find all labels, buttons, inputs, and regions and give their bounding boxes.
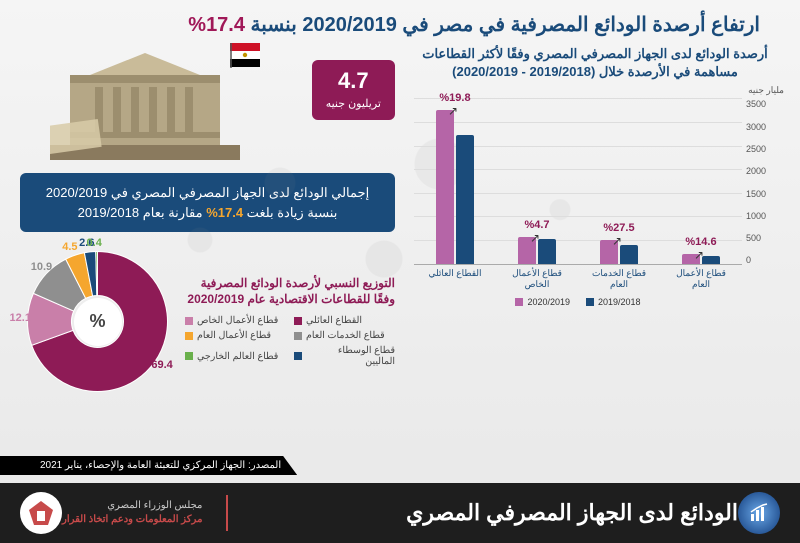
chart-icon xyxy=(738,492,780,534)
egypt-flag-icon xyxy=(230,43,260,68)
bar xyxy=(456,135,474,264)
bar-group: %19.8↗ xyxy=(436,110,474,265)
headline-pct: 17.4% xyxy=(188,14,245,36)
legend-item: قطاع الأعمال العام xyxy=(185,330,286,341)
legend-swatch xyxy=(185,352,193,360)
bar-group: %14.6↗ xyxy=(682,254,720,264)
footer-org: مجلس الوزراء المصري مركز المعلومات ودعم … xyxy=(62,499,202,527)
legend-item: القطاع العائلي xyxy=(294,315,395,326)
headline: ارتفاع أرصدة الودائع المصرفية في مصر في … xyxy=(0,0,800,45)
legend-swatch xyxy=(294,352,302,360)
bar xyxy=(620,245,638,264)
hero-block: 4.7 تريليون جنيه xyxy=(20,45,395,175)
pie-slice-label: 0.4 xyxy=(87,237,102,249)
bar xyxy=(436,110,454,265)
bar xyxy=(702,256,720,265)
up-arrow-icon: ↗ xyxy=(448,104,458,118)
legend-label: قطاع الأعمال الخاص xyxy=(197,315,278,326)
footer: مجلس الوزراء المصري مركز المعلومات ودعم … xyxy=(0,483,800,543)
x-axis-label: قطاع الأعمال العام xyxy=(671,268,731,290)
bar-legend-item: 2020/2019 xyxy=(515,297,570,307)
footer-line2: مركز المعلومات ودعم اتخاذ القرار xyxy=(62,513,202,527)
infographic-page: ارتفاع أرصدة الودائع المصرفية في مصر في … xyxy=(0,0,800,543)
building-illustration xyxy=(50,45,240,160)
up-arrow-icon: ↗ xyxy=(612,234,622,248)
x-axis-label: قطاع الخدمات العام xyxy=(589,268,649,290)
footer-line1: مجلس الوزراء المصري xyxy=(62,499,202,513)
legend-swatch xyxy=(294,332,302,340)
legend-label: قطاع الخدمات العام xyxy=(306,330,385,341)
legend-swatch xyxy=(185,332,193,340)
legend-label: قطاع الأعمال العام xyxy=(197,330,271,341)
up-arrow-icon: ↗ xyxy=(694,248,704,262)
bar-group: %27.5↗ xyxy=(600,240,638,264)
legend-label: قطاع العالم الخارجي xyxy=(197,351,278,362)
pie-section: % 69.412.110.94.52.60.4 التوزيع النسبي ل… xyxy=(20,244,395,399)
bar-pct-label: %4.7 xyxy=(524,219,549,231)
legend-label: قطاع الوسطاء الماليين xyxy=(306,345,395,367)
bar-group: %4.7↗ xyxy=(518,237,556,264)
pie-slice-label: 69.4 xyxy=(151,359,172,371)
footer-title: الودائع لدى الجهاز المصرفي المصري xyxy=(242,500,738,526)
legend-item: قطاع الخدمات العام xyxy=(294,330,395,341)
legend-item: قطاع الوسطاء الماليين xyxy=(294,345,395,367)
pie-center: % xyxy=(74,298,122,346)
y-tick: 3000 xyxy=(746,122,780,132)
bar-legend-item: 2019/2018 xyxy=(586,297,641,307)
org-logo xyxy=(20,492,62,534)
pie-chart: % 69.412.110.94.52.60.4 xyxy=(20,244,175,399)
bar-pct-label: %27.5 xyxy=(603,222,634,234)
bar-pct-label: %19.8 xyxy=(439,92,470,104)
pie-slice-label: 10.9 xyxy=(31,261,52,273)
y-tick: 2000 xyxy=(746,166,780,176)
badge-unit: تريليون جنيه xyxy=(326,98,381,110)
legend-item: قطاع العالم الخارجي xyxy=(185,345,286,367)
y-tick: 0 xyxy=(746,255,780,265)
pie-slice-label: 12.1 xyxy=(10,312,31,324)
legend-swatch xyxy=(294,317,302,325)
bar-pct-label: %14.6 xyxy=(685,236,716,248)
bar-chart: مليار جنيه 0500100015002000250030003500 … xyxy=(410,87,780,307)
y-tick: 3500 xyxy=(746,99,780,109)
headline-text: ارتفاع أرصدة الودائع المصرفية في مصر في … xyxy=(245,14,760,36)
y-tick: 500 xyxy=(746,233,780,243)
badge-number: 4.7 xyxy=(326,68,381,94)
subheadline: إجمالي الودائع لدى الجهاز المصرفي المصري… xyxy=(20,173,395,232)
right-column: 4.7 تريليون جنيه xyxy=(20,45,395,399)
source-citation: المصدر: الجهاز المركزي للتعبئة العامة وا… xyxy=(0,456,297,475)
y-tick: 2500 xyxy=(746,144,780,154)
subheadline-highlight: 17.4% xyxy=(206,205,243,220)
content: 4.7 تريليون جنيه xyxy=(0,45,800,399)
legend-label: القطاع العائلي xyxy=(306,315,362,326)
up-arrow-icon: ↗ xyxy=(530,231,540,245)
pie-title: التوزيع النسبي لأرصدة الودائع المصرفية و… xyxy=(185,276,395,307)
y-tick: 1500 xyxy=(746,189,780,199)
left-column: أرصدة الودائع لدى الجهاز المصرفي المصري … xyxy=(410,45,780,399)
legend-swatch xyxy=(586,298,594,306)
legend-swatch xyxy=(185,317,193,325)
legend-label: 2019/2018 xyxy=(598,297,641,307)
footer-divider xyxy=(226,495,228,531)
pie-slice-label: 4.5 xyxy=(62,241,77,253)
legend-label: 2020/2019 xyxy=(527,297,570,307)
x-axis-label: قطاع الأعمال الخاص xyxy=(507,268,567,290)
x-axis-label: القطاع العائلي xyxy=(425,268,485,290)
pie-legend-block: التوزيع النسبي لأرصدة الودائع المصرفية و… xyxy=(185,276,395,367)
bar-title: أرصدة الودائع لدى الجهاز المصرفي المصري … xyxy=(410,45,780,81)
legend-swatch xyxy=(515,298,523,306)
subheadline-post: مقارنة بعام 2019/2018 xyxy=(78,205,207,220)
legend-item: قطاع الأعمال الخاص xyxy=(185,315,286,326)
bar xyxy=(538,239,556,265)
y-axis-unit: مليار جنيه xyxy=(748,85,784,96)
total-badge: 4.7 تريليون جنيه xyxy=(312,60,395,120)
y-tick: 1000 xyxy=(746,211,780,221)
